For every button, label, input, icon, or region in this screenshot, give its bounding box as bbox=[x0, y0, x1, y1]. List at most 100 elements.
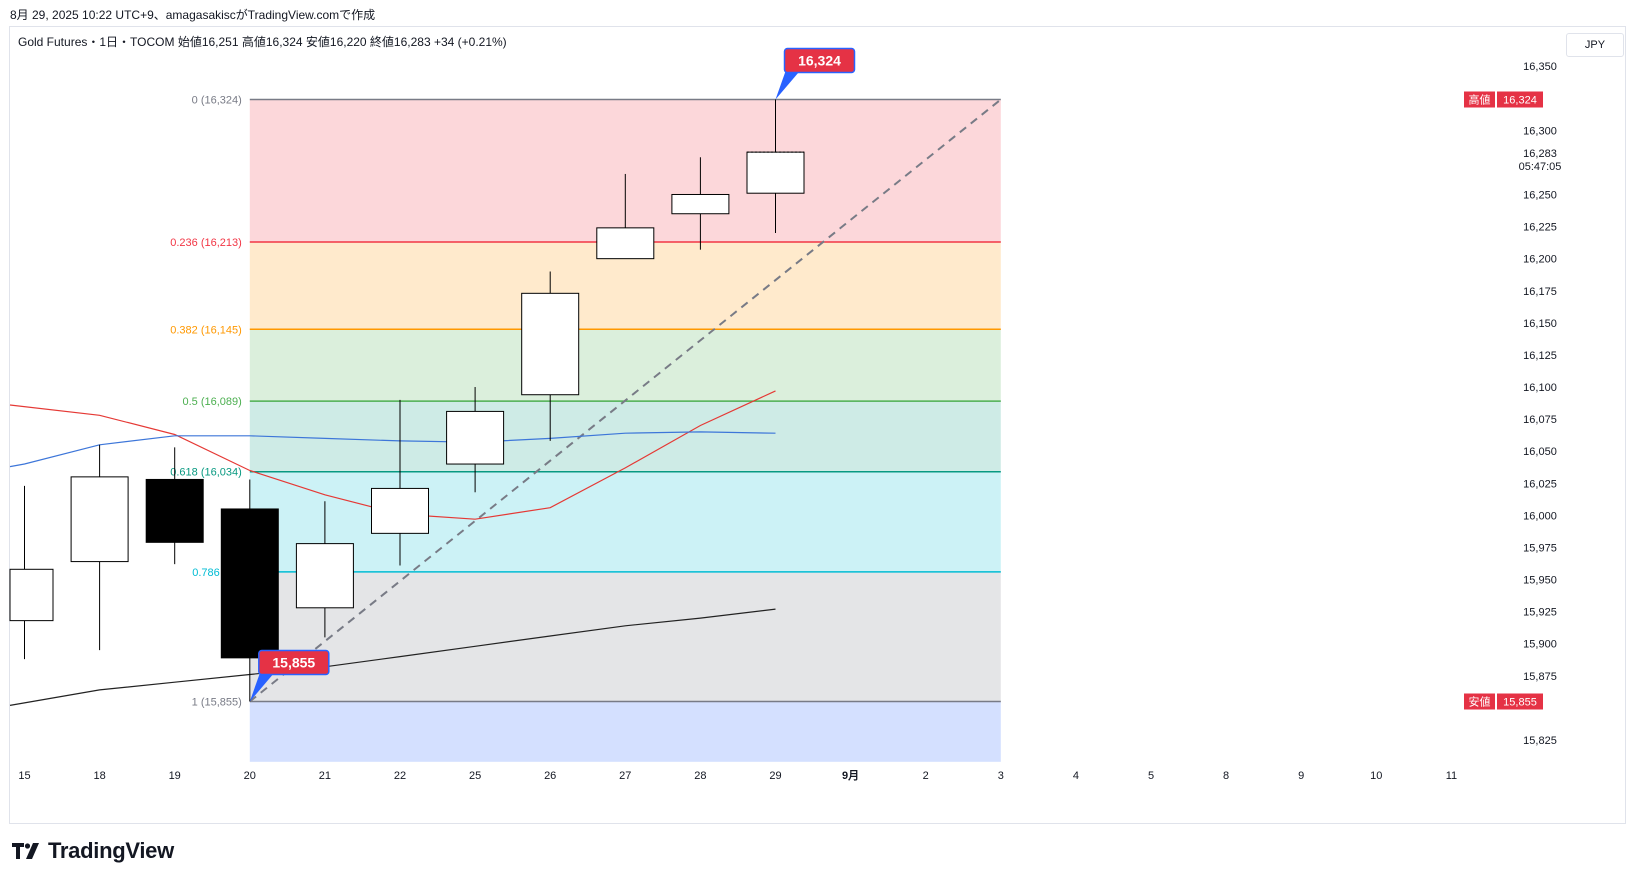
callout-box bbox=[258, 649, 330, 676]
price-scale-badge-0: 高値 16,324 bbox=[1464, 91, 1543, 108]
price-tick-label: 16,075 bbox=[1523, 414, 1557, 426]
fib-level-label: 0.236 (16,213) bbox=[170, 237, 242, 249]
price-tick-label: 16,225 bbox=[1523, 222, 1557, 234]
candle-19 bbox=[145, 447, 204, 565]
badge-tag: 高値 bbox=[1469, 93, 1491, 107]
time-tick-label: 20 bbox=[244, 770, 256, 782]
price-tick-label: 16,200 bbox=[1523, 254, 1557, 266]
fib-zone-below bbox=[249, 701, 1001, 762]
candle-15 bbox=[9, 485, 54, 660]
chart-frame bbox=[9, 26, 1626, 824]
time-scale[interactable]: 15 18 19 20 21 22 25 26 27 28 29 9月 2 3 4 5 8 9 10 11 bbox=[18, 769, 1457, 782]
price-tick-label: 16,150 bbox=[1523, 318, 1557, 330]
price-tick-label: 15,950 bbox=[1523, 575, 1557, 587]
price-tick-label: 16,100 bbox=[1523, 382, 1557, 394]
fib-level-label: 0.5 (16,089) bbox=[182, 396, 241, 408]
time-tick-label: 28 bbox=[694, 770, 706, 782]
fib-level-label: 0.618 (16,034) bbox=[170, 467, 242, 479]
currency-button[interactable]: JPY bbox=[1566, 33, 1624, 57]
fib-level-label: 0 (16,324) bbox=[192, 95, 242, 107]
price-tick-label: 16,300 bbox=[1523, 125, 1557, 137]
price-tick-label: 15,875 bbox=[1523, 671, 1557, 683]
candle-22 bbox=[371, 399, 429, 566]
price-tick-label: 16,175 bbox=[1523, 286, 1557, 298]
bar-countdown: 05:47:05 bbox=[1519, 161, 1562, 173]
price-tick-label: 15,975 bbox=[1523, 542, 1557, 554]
badge-value-bg bbox=[1497, 693, 1543, 710]
trend-line-layer[interactable] bbox=[249, 98, 1002, 703]
time-tick-label: 11 bbox=[1446, 770, 1457, 782]
candle-body bbox=[295, 543, 354, 609]
candle-body bbox=[70, 476, 129, 563]
moving-average-line-1 bbox=[9, 431, 776, 468]
fib-zone-5 bbox=[249, 571, 1001, 702]
moving-average-line-2 bbox=[9, 608, 776, 706]
time-tick-label: 2 bbox=[923, 770, 929, 782]
time-tick-label: 18 bbox=[93, 770, 105, 782]
callout-box bbox=[783, 47, 856, 74]
tradingview-logo-icon bbox=[12, 843, 39, 859]
badge-value: 15,855 bbox=[1503, 697, 1537, 709]
candle-26 bbox=[521, 271, 580, 441]
low-price-callout: 15,855 bbox=[249, 649, 330, 702]
price-scale-badge-1: 安値 15,855 bbox=[1464, 693, 1543, 710]
badge-value-bg bbox=[1497, 91, 1543, 108]
high-price-callout: 16,324 bbox=[775, 47, 856, 100]
candle-body bbox=[671, 193, 730, 215]
price-scale[interactable]: 15,825 15,875 15,900 15,925 15,950 15,975 16,0… bbox=[1464, 61, 1561, 747]
fib-level-label: 0.382 (16,145) bbox=[170, 324, 242, 336]
price-tick-label: 15,825 bbox=[1523, 735, 1557, 747]
last-price-value: 16,283 bbox=[1523, 148, 1557, 160]
price-tick-label: 16,050 bbox=[1523, 446, 1557, 458]
price-tick-label: 15,925 bbox=[1523, 607, 1557, 619]
fib-level-label: 1 (15,855) bbox=[192, 697, 242, 709]
symbol-ohlc-legend[interactable]: Gold Futures・1日・TOCOM 始値16,251 高値16,324 … bbox=[18, 35, 507, 49]
time-tick-label: 3 bbox=[998, 770, 1004, 782]
candle-body bbox=[9, 568, 54, 622]
time-tick-label: 10 bbox=[1370, 770, 1382, 782]
time-tick-label: 22 bbox=[394, 770, 406, 782]
time-tick-label: 25 bbox=[469, 770, 481, 782]
candle-29 bbox=[746, 99, 805, 233]
callout-pointer bbox=[249, 670, 273, 702]
candle-27 bbox=[596, 173, 655, 260]
time-tick-label: 5 bbox=[1148, 770, 1154, 782]
callout-text: 15,855 bbox=[272, 655, 315, 671]
candle-body bbox=[220, 508, 279, 659]
candle-25 bbox=[446, 387, 505, 493]
time-tick-label: 26 bbox=[544, 770, 556, 782]
chart-caption: 8月 29, 2025 10:22 UTC+9、amagasakiscがTrad… bbox=[10, 8, 376, 22]
candle-body bbox=[446, 410, 505, 465]
time-tick-label: 27 bbox=[619, 770, 631, 782]
price-tick-label: 16,125 bbox=[1523, 350, 1557, 362]
candlesticks[interactable] bbox=[9, 99, 805, 702]
candle-body bbox=[596, 227, 655, 260]
tradingview-wordmark: TradingView bbox=[48, 838, 174, 863]
fib-zone-4 bbox=[249, 471, 1001, 572]
callout-text: 16,324 bbox=[798, 53, 841, 69]
price-labels: 16,324 15,855 bbox=[249, 47, 856, 702]
time-tick-label: 15 bbox=[18, 770, 30, 782]
badge-tag: 安値 bbox=[1469, 695, 1491, 709]
fib-zone-2 bbox=[249, 329, 1001, 402]
price-tick-label: 16,000 bbox=[1523, 510, 1557, 522]
candle-18 bbox=[70, 444, 129, 651]
tradingview-logo[interactable]: TradingView bbox=[12, 838, 174, 864]
time-tick-label: 29 bbox=[769, 770, 781, 782]
badge-value: 16,324 bbox=[1503, 95, 1537, 107]
price-tick-label: 16,250 bbox=[1523, 189, 1557, 201]
time-tick-label: 9月 bbox=[842, 769, 859, 782]
price-tick-label: 15,900 bbox=[1523, 639, 1557, 651]
candle-body bbox=[371, 487, 429, 534]
time-tick-label: 8 bbox=[1223, 770, 1229, 782]
candle-body bbox=[521, 292, 580, 396]
dashed-trend-line bbox=[249, 98, 1002, 703]
candle-28 bbox=[671, 157, 730, 250]
badge-tag-bg bbox=[1464, 91, 1495, 108]
candle-20 bbox=[220, 479, 279, 702]
candle-body bbox=[746, 151, 805, 194]
time-tick-label: 4 bbox=[1073, 770, 1079, 782]
candle-21 bbox=[295, 501, 354, 638]
price-tick-label: 16,350 bbox=[1523, 61, 1557, 73]
